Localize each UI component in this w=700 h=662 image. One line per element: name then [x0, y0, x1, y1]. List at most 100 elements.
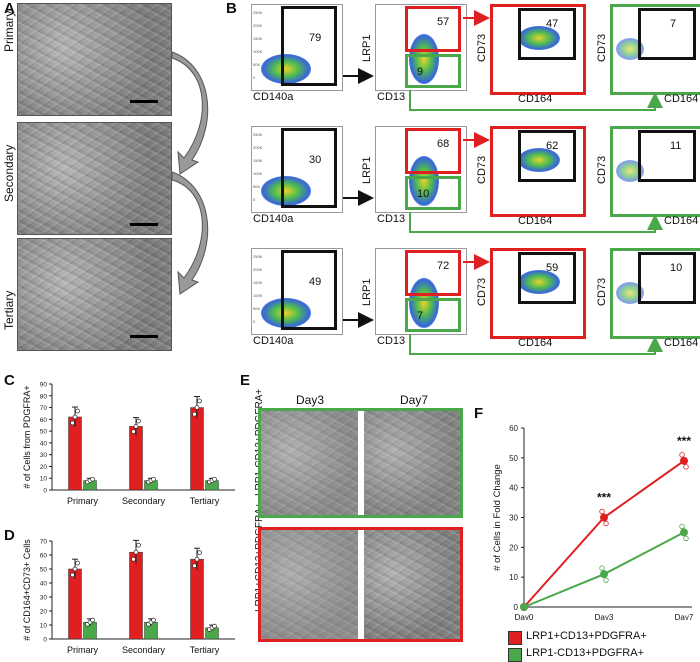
gate-value-pdgfra: 49 [309, 276, 322, 288]
axis-label-cd140a: CD140a [253, 335, 294, 347]
data-point [70, 420, 75, 426]
axis-label-cd164: CD164 [664, 337, 699, 349]
data-point [212, 623, 217, 629]
density-cloud [261, 176, 311, 206]
gate-lrp1-neg [405, 54, 461, 88]
gate-cd73-pos [518, 130, 576, 182]
y-tick-label: 40 [40, 440, 48, 447]
gate-value-lrp1-pos: 68 [437, 138, 450, 150]
density-cloud [261, 298, 311, 328]
series-line [523, 460, 685, 608]
y-tick-label: 20 [509, 543, 518, 552]
gate-lrp1-pos [405, 6, 461, 52]
y-tick-label: 50 [40, 567, 48, 574]
scale-bar [130, 223, 158, 226]
axis-label-cd13: CD13 [377, 213, 406, 225]
y-tick-label: 60 [40, 417, 48, 424]
density-cloud [409, 34, 439, 84]
arrow-green [409, 334, 663, 355]
y-tick-label: 20 [40, 609, 48, 616]
y-tick-label: 0 [43, 637, 47, 644]
arrow-green [409, 212, 663, 233]
axis-label-cd164: CD164 [664, 93, 699, 105]
gate-lrp1-neg [405, 298, 461, 332]
chart-d: 0 10 20 30 40 50 60 70 # of CD164+CD73+ Cells Pri… [22, 539, 235, 655]
data-point [133, 549, 139, 555]
y-tick-label: 0 [514, 603, 519, 612]
y-tick-label: 50 [509, 454, 518, 463]
bar [68, 568, 82, 640]
day3-label: Day3 [296, 393, 325, 407]
series-point [520, 603, 528, 611]
y-tick-label: 40 [40, 581, 48, 588]
y-axis-label: # of Cells in Fold Change [492, 464, 503, 571]
gate-cd73-pos [518, 8, 576, 60]
micrograph-frame-lrp1-pos [258, 527, 463, 642]
data-point [75, 560, 80, 566]
data-point [131, 556, 136, 562]
gate-value-cd73-neg: 7 [670, 18, 677, 30]
y-tick-label: 60 [40, 553, 48, 560]
flow-arrows [343, 10, 663, 355]
gate-value-lrp1-neg: 9 [417, 66, 424, 78]
panel-label-a: A [4, 0, 15, 17]
x-tick-label: Day3 [595, 613, 614, 620]
series-point [600, 570, 608, 579]
data-point [131, 429, 136, 435]
legend-label-lrp1-pos: LRP1+CD13+PDGFRA+ [526, 630, 647, 642]
gate-lrp1-pos [405, 250, 461, 296]
gate-value-lrp1-neg: 7 [417, 310, 424, 322]
flow-cytometry-grid: 250K 200K 150K 100K 50K 0 79 57 9 47 7 CD140a CD13 CD… [251, 4, 700, 355]
tick-label: 100K [253, 49, 263, 54]
x-tick-label: Secondary [122, 496, 166, 506]
data-point [194, 556, 200, 562]
passage-arrows [171, 51, 209, 295]
axis-label-cd164: CD164 [518, 93, 553, 105]
tick-label: 200K [253, 23, 263, 28]
data-point [90, 476, 95, 482]
data-point [133, 424, 139, 429]
density-cloud [616, 282, 644, 304]
x-tick-label: Tertiary [190, 645, 220, 655]
gate-value-lrp1-neg: 10 [417, 188, 430, 200]
density-cloud [409, 156, 439, 206]
data-point [90, 617, 95, 623]
gate-pdgfra [281, 250, 337, 330]
y-tick-label: 30 [40, 595, 48, 602]
tick-label: 150K [253, 280, 263, 285]
y-axis-label: # of CD164+CD73+ Cells [22, 539, 32, 641]
tick-label: 250K [253, 254, 263, 259]
significance-label: *** [677, 434, 691, 448]
x-tick-label: Secondary [122, 645, 166, 655]
x-tick-label: Tertiary [190, 496, 220, 506]
axis-label-cd164: CD164 [518, 337, 553, 349]
series-point [600, 513, 608, 522]
panel-label-c: C [4, 372, 15, 389]
y-tick-label: 80 [40, 393, 48, 400]
axis-label-cd164: CD164 [518, 215, 553, 227]
flow-plot [490, 248, 586, 339]
bar [129, 551, 143, 640]
x-tick-label: Primary [67, 645, 98, 655]
data-point [70, 572, 75, 578]
gate-value-lrp1-pos: 57 [437, 16, 450, 28]
data-point [136, 418, 141, 424]
y-tick-label: 40 [509, 484, 518, 493]
panel-label-f: F [474, 405, 484, 422]
density-cloud [616, 38, 644, 60]
significance-label: *** [597, 491, 611, 505]
data-point [212, 476, 217, 482]
axis-label-cd13: CD13 [377, 91, 406, 103]
y-axis-label: # of Cells from PDGFRA+ [22, 385, 32, 488]
gate-value-cd73-pos: 47 [546, 18, 559, 30]
gate-value-cd73-pos: 62 [546, 140, 559, 152]
data-point [72, 566, 78, 572]
axis-label-cd164: CD164 [664, 215, 699, 227]
series-point [680, 456, 688, 465]
gate-lrp1-neg [405, 176, 461, 210]
gate-value-cd73-neg: 10 [670, 262, 683, 274]
density-cloud [518, 148, 560, 172]
y-tick-label: 90 [40, 382, 48, 389]
micrograph-primary [17, 3, 172, 116]
bar [68, 416, 82, 491]
